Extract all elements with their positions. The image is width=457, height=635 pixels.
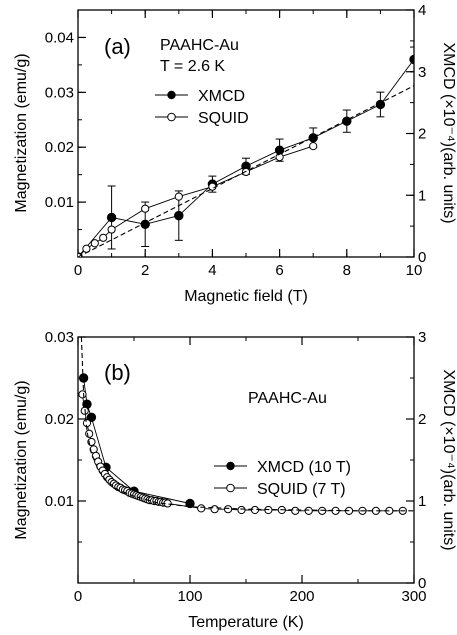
panel-a-open-data-point <box>90 239 99 248</box>
panel-a: 0 2 4 6 8 10 0.01 0.02 0.03 0.04 0 1 2 3 4 XMCD SQUID (… <box>13 2 457 305</box>
panel-a-y2-tick-label: 2 <box>418 126 426 143</box>
panel-a-legend-open-marker <box>167 112 176 122</box>
panel-a-y-axis-label: Magnetization (emu/g) <box>13 53 30 212</box>
panel-a-filled-data-point <box>409 54 414 65</box>
panel-a-y2-tick-label: 4 <box>418 2 426 19</box>
panel-b-y2-tick-label: 0 <box>418 575 426 592</box>
panel-a-annotation-temperature: T = 2.6 K <box>160 58 225 75</box>
panel-b-legend-open-label: SQUID (7 T) <box>257 481 346 498</box>
panel-a-legend-filled-marker <box>167 90 176 100</box>
panel-b-y-axis-label: Magnetization (emu/g) <box>13 380 30 539</box>
panel-b-open-data-point <box>85 429 94 438</box>
panel-a-filled-data-point <box>106 212 117 223</box>
panel-b-x-tick-label: 200 <box>289 588 314 605</box>
panel-b-open-data-point <box>304 506 313 515</box>
panel-a-legend-open-label: SQUID <box>198 110 249 127</box>
panel-b-legend-open-marker <box>226 483 235 493</box>
panel-a-filled-data-point <box>174 210 184 221</box>
panel-b-y-tick-label: 0.01 <box>45 493 74 510</box>
panel-b-open-data-point <box>197 504 206 513</box>
panel-b-y-tick-label: 0.03 <box>45 329 74 346</box>
panel-b-x-tick-label: 0 <box>74 588 82 605</box>
panel-b-legend-filled-label: XMCD (10 T) <box>257 459 351 476</box>
panel-b-y2-tick-label: 2 <box>418 411 426 428</box>
panel-a-open-data-point <box>309 142 318 151</box>
panel-a-x-tick-label: 0 <box>74 262 82 279</box>
panel-b-x-tick-label: 100 <box>177 588 202 605</box>
panel-b-x-tick-label: 300 <box>401 588 426 605</box>
panel-a-y-tick-label: 0.02 <box>45 139 74 156</box>
panel-a-x-tick-label: 4 <box>208 262 216 279</box>
panel-a-y-tick-label: 0.03 <box>45 84 74 101</box>
panel-b-label: (b) <box>104 360 131 385</box>
panel-a-filled-data-point <box>308 133 318 143</box>
panel-a-open-data-point <box>141 204 150 213</box>
panel-b-filled-series-line <box>83 377 191 504</box>
panel-a-open-series-line <box>78 145 314 257</box>
panel-a-y2-axis-label: XMCD (×10⁻⁴)(arb. units) <box>440 42 457 223</box>
panel-b-open-data-point <box>291 506 300 515</box>
panel-b-dashed-fit-line <box>80 337 414 512</box>
panel-a-x-tick-label: 6 <box>275 262 283 279</box>
panel-a-annotation-sample: PAAHC-Au <box>160 37 239 54</box>
panel-a-y-tick-label: 0.04 <box>45 29 74 46</box>
panel-b-filled-data-point <box>86 412 97 423</box>
panel-a-y-tick-label: 0.01 <box>45 194 74 211</box>
panel-b-y2-tick-label: 1 <box>418 493 426 510</box>
panel-b-annotation-sample: PAAHC-Au <box>248 390 327 407</box>
panel-b-open-data-point <box>237 505 246 515</box>
panel-a-open-data-point <box>174 192 183 201</box>
panel-a-x-tick-label: 10 <box>406 262 423 279</box>
panel-b-filled-data-point <box>185 498 195 509</box>
panel-a-x-tick-label: 2 <box>141 262 149 279</box>
panel-a-open-data-point <box>99 233 108 242</box>
panel-b-open-data-point <box>318 506 327 515</box>
panel-a-y2-tick-label: 1 <box>418 187 426 204</box>
panel-b: 0 100 200 300 0.01 0.02 0.03 0 1 2 3 XMCD (10 T) SQ… <box>13 329 457 631</box>
panel-b-open-data-point <box>223 505 233 514</box>
panel-a-x-axis-label: Magnetic field (T) <box>184 288 308 305</box>
panel-a-x-tick-label: 8 <box>343 262 351 279</box>
panel-a-y2-tick-label: 0 <box>418 249 426 266</box>
panel-b-x-axis-label: Temperature (K) <box>188 614 304 631</box>
panel-b-y2-axis-label: XMCD (×10⁻⁴)(arb. units) <box>440 369 457 550</box>
panel-a-label: (a) <box>104 34 131 59</box>
panel-b-filled-data-point <box>78 373 89 383</box>
panel-b-y2-tick-label: 3 <box>418 329 426 346</box>
panel-a-filled-data-point <box>140 219 150 229</box>
panel-a-dashed-fit-line <box>78 85 414 257</box>
panel-a-y2-tick-label: 3 <box>418 64 426 81</box>
panel-b-open-data-point <box>78 390 87 399</box>
panel-b-legend-filled-marker <box>226 461 235 471</box>
panel-b-y-tick-label: 0.02 <box>45 411 74 428</box>
panel-a-filled-data-point <box>375 99 386 110</box>
panel-b-open-data-point <box>210 505 219 514</box>
panel-b-open-data-point <box>250 505 260 515</box>
panel-a-legend-filled-label: XMCD <box>198 88 245 105</box>
panel-a-open-data-point <box>107 225 116 234</box>
